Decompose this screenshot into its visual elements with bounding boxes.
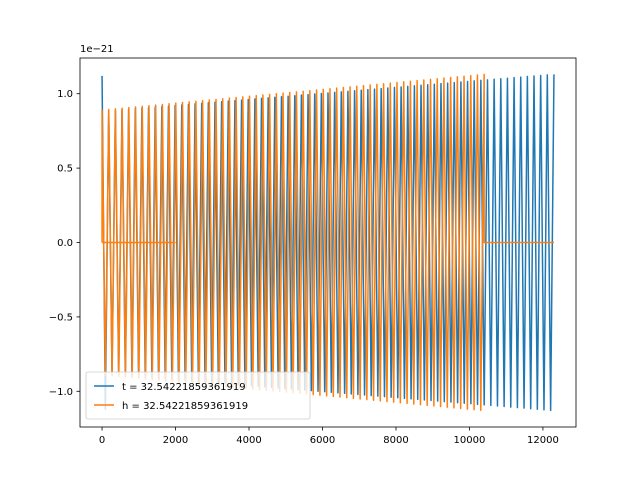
plot-area bbox=[101, 73, 555, 412]
legend-label-t: t = 32.54221859361919 bbox=[122, 382, 246, 393]
y-tick-label: 0.5 bbox=[57, 164, 73, 175]
x-tick-label: 4000 bbox=[236, 435, 261, 446]
x-tick-label: 10000 bbox=[454, 435, 486, 446]
y-tick-label: −1.0 bbox=[49, 387, 73, 398]
series-line-h bbox=[101, 73, 554, 412]
x-tick-label: 12000 bbox=[527, 435, 559, 446]
legend: t = 32.54221859361919 h = 32.542218593619… bbox=[85, 371, 311, 420]
x-tick-label: 6000 bbox=[310, 435, 335, 446]
y-tick-label: 0.0 bbox=[57, 238, 73, 249]
x-tick-label: 0 bbox=[99, 435, 105, 446]
y-offset-label: 1e−21 bbox=[80, 44, 114, 55]
x-tick-label: 8000 bbox=[383, 435, 408, 446]
x-tick-label: 2000 bbox=[163, 435, 188, 446]
legend-box bbox=[85, 371, 311, 420]
legend-label-h: h = 32.54221859361919 bbox=[122, 401, 248, 412]
y-tick-label: 1.0 bbox=[57, 89, 73, 100]
y-tick-label: −0.5 bbox=[49, 312, 73, 323]
axes: 0 2000 4000 6000 8000 10000 12000 −1.0 −0.5 0.0 0.… bbox=[49, 44, 577, 446]
